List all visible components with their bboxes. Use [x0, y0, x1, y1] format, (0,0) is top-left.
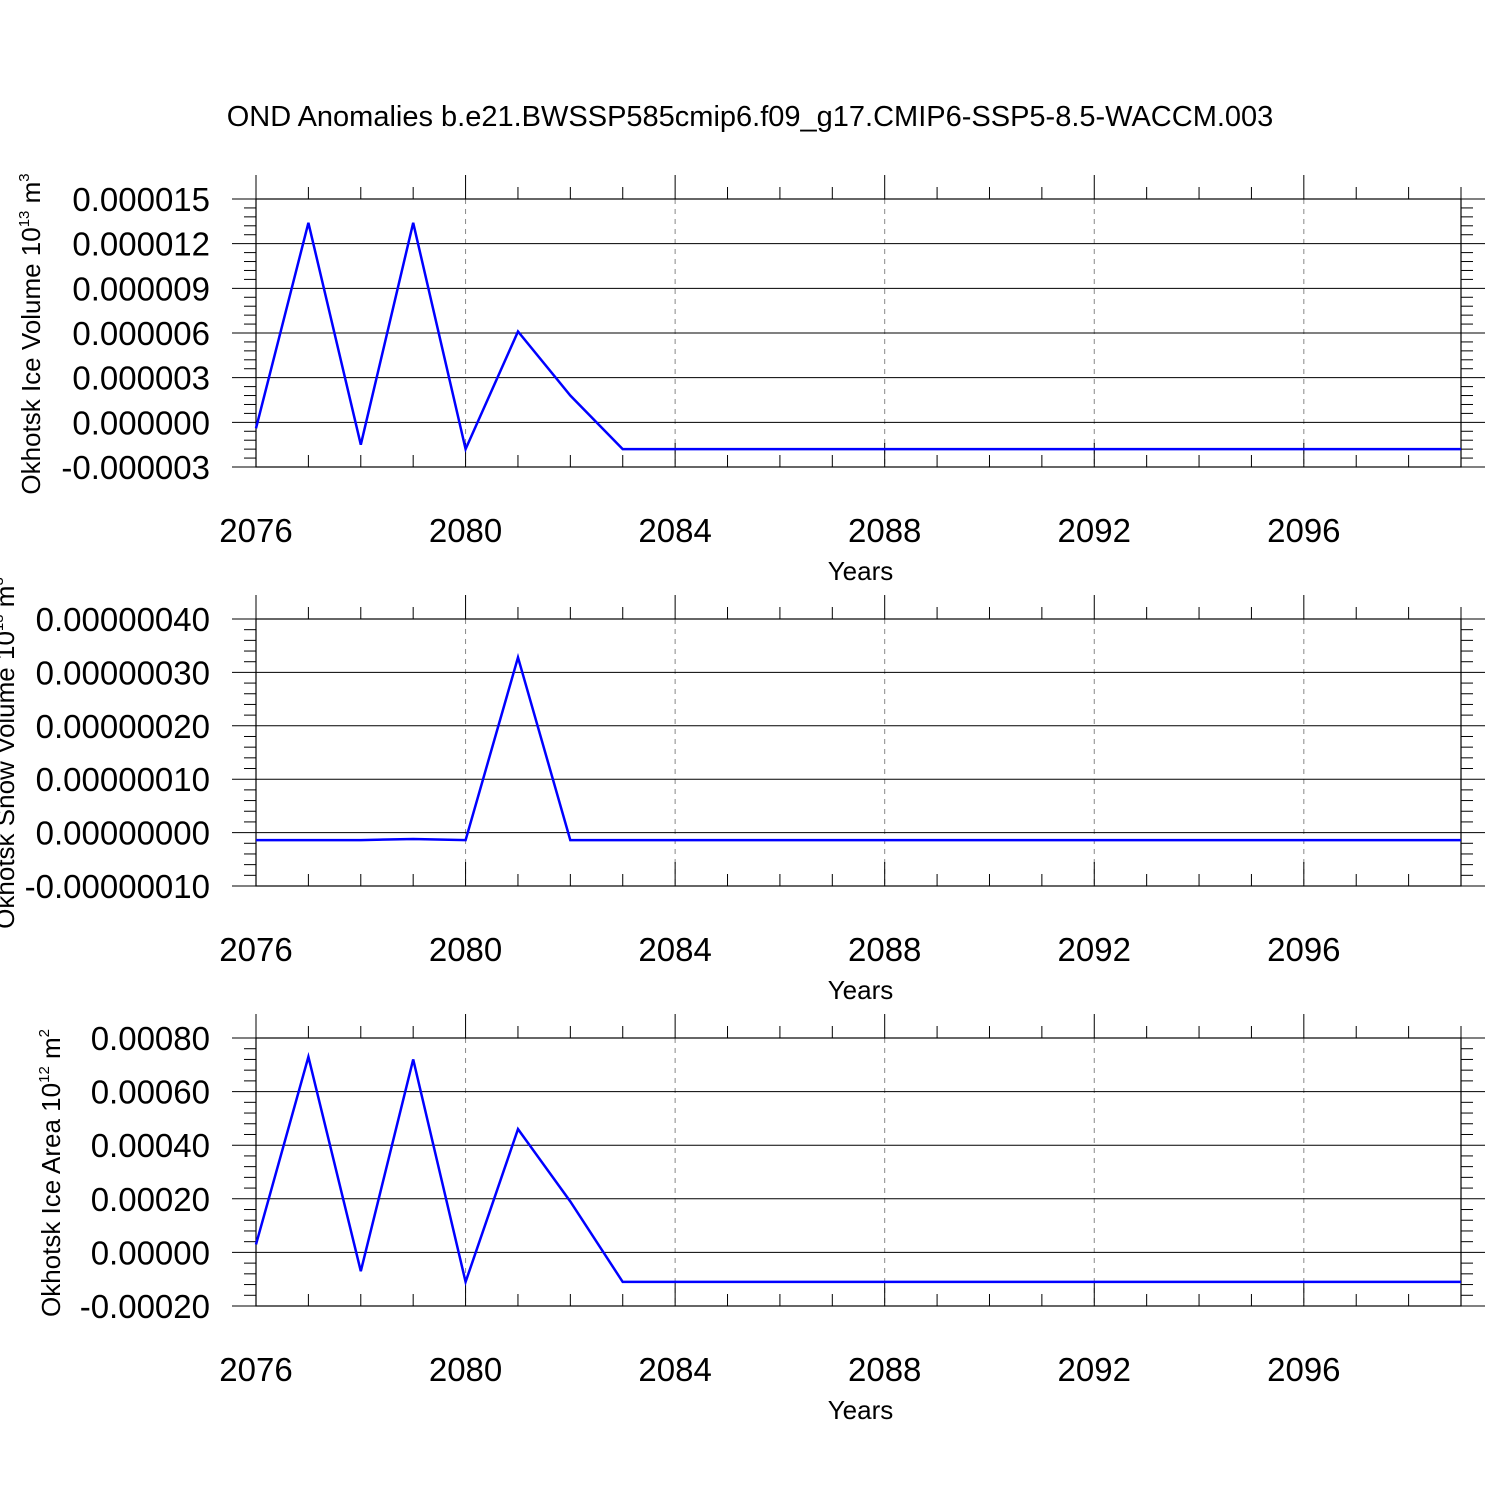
y-tick-label: 0.00060 — [91, 1074, 210, 1111]
y-tick-label: 0.00000020 — [36, 708, 210, 745]
x-tick-label: 2084 — [638, 1351, 711, 1388]
x-axis-label: Years — [828, 556, 894, 586]
x-tick-label: 2076 — [219, 931, 292, 968]
y-axis-label: Okhotsk Snow Volume 1013 m3 — [0, 577, 20, 929]
x-tick-label: 2088 — [848, 931, 921, 968]
y-tick-label: 0.00000000 — [36, 815, 210, 852]
y-axis-label: Okhotsk Ice Volume 1013 m3 — [16, 173, 46, 494]
x-tick-label: 2076 — [219, 512, 292, 549]
chart-title: OND Anomalies b.e21.BWSSP585cmip6.f09_g1… — [227, 101, 1274, 133]
plot-frame — [256, 1038, 1461, 1306]
panel-3: 2076 2080 2084 2088 2092 2096 -0.00020 0.00000 0… — [36, 1014, 1485, 1425]
y-tick-label: 0.00040 — [91, 1127, 210, 1164]
y-tick-label: 0.00020 — [91, 1181, 210, 1218]
y-axis-label: Okhotsk Ice Area 1012 m2 — [36, 1029, 66, 1317]
x-tick-label: 2096 — [1267, 1351, 1340, 1388]
x-tick-label: 2088 — [848, 512, 921, 549]
y-tick-label: -0.000003 — [61, 449, 210, 486]
x-tick-label: 2084 — [638, 512, 711, 549]
y-tick-label: 0.000012 — [72, 226, 210, 263]
series-line — [256, 223, 1461, 449]
y-tick-label: 0.00080 — [91, 1020, 210, 1057]
y-tick-label: 0.00000030 — [36, 654, 210, 691]
x-tick-label: 2088 — [848, 1351, 921, 1388]
x-axis-label: Years — [828, 1395, 894, 1425]
x-axis-label: Years — [828, 975, 894, 1005]
series-line — [256, 657, 1461, 840]
x-tick-label: 2092 — [1058, 512, 1131, 549]
x-tick-label: 2076 — [219, 1351, 292, 1388]
y-tick-label: 0.000015 — [72, 181, 210, 218]
y-tick-label: -0.00020 — [80, 1288, 210, 1325]
y-tick-label: 0.000006 — [72, 315, 210, 352]
series-line — [256, 1057, 1461, 1282]
x-tick-label: 2084 — [638, 931, 711, 968]
x-tick-label: 2096 — [1267, 931, 1340, 968]
panel-2: 2076 2080 2084 2088 2092 2096 -0.00000010 0.000… — [0, 577, 1485, 1005]
x-tick-label: 2080 — [429, 512, 502, 549]
y-tick-label: -0.00000010 — [25, 868, 210, 905]
y-tick-label: 0.00000040 — [36, 601, 210, 638]
y-tick-label: 0.000003 — [72, 360, 210, 397]
panel-1: 2076 2080 2084 2088 2092 2096 -0.000003 0.00000… — [16, 173, 1485, 586]
y-tick-label: 0.000000 — [72, 404, 210, 441]
y-tick-label: 0.00000 — [91, 1234, 210, 1271]
plot-frame — [256, 619, 1461, 886]
x-tick-label: 2096 — [1267, 512, 1340, 549]
y-tick-label: 0.00000010 — [36, 761, 210, 798]
y-tick-label: 0.000009 — [72, 270, 210, 307]
x-tick-label: 2092 — [1058, 931, 1131, 968]
x-tick-label: 2080 — [429, 931, 502, 968]
chart-panels: 2076 2080 2084 2088 2092 2096 -0.000003 0.00000… — [0, 173, 1485, 1425]
x-tick-label: 2092 — [1058, 1351, 1131, 1388]
x-tick-label: 2080 — [429, 1351, 502, 1388]
